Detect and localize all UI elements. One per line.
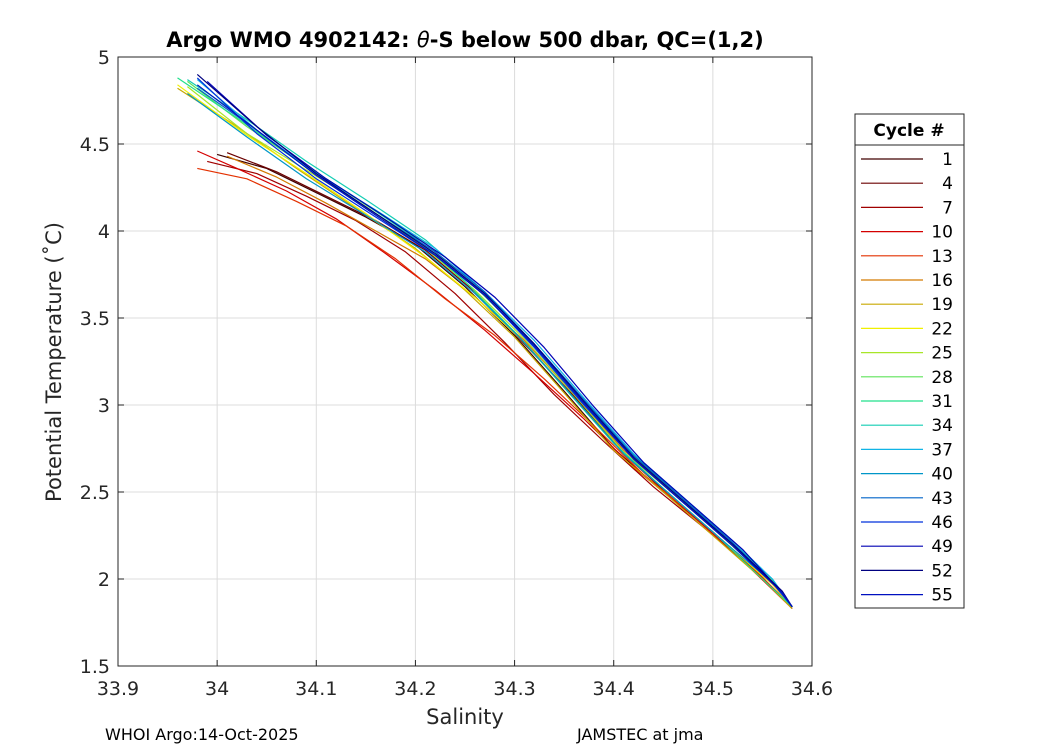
legend-box [854, 113, 965, 609]
footer-attribution: JAMSTEC at jma [577, 725, 704, 744]
x-tick-label: 34.1 [295, 678, 337, 700]
legend-label-cycle-46: 46 [931, 513, 953, 533]
axis-ticks: 33.9 34 34.1 34.2 34.3 34.4 34.5 34.6 1.5 2 2.5 3 3.… [80, 47, 833, 700]
y-tick-label: 5 [98, 47, 110, 69]
legend-label-cycle-22: 22 [931, 319, 953, 339]
legend-label-cycle-31: 31 [931, 392, 953, 412]
y-tick-label: 1.5 [80, 656, 110, 678]
legend-label-cycle-7: 7 [942, 198, 953, 218]
x-tick-label: 34 [205, 678, 229, 700]
data-series-group [177, 73, 793, 610]
y-tick-label: 4 [98, 221, 110, 243]
legend-label-cycle-10: 10 [931, 223, 953, 243]
y-tick-label: 3 [98, 395, 110, 417]
x-tick-label: 34.2 [394, 678, 436, 700]
grid-lines [118, 57, 812, 666]
series-line-cycle-40 [187, 93, 793, 608]
legend-title: Cycle # [873, 121, 944, 141]
legend-label-cycle-25: 25 [931, 344, 953, 364]
plot-frame [117, 56, 813, 667]
x-axis-label: Salinity [426, 705, 504, 729]
x-tick-label: 34.3 [493, 678, 535, 700]
chart-title-suffix: -S below 500 dbar, QC=(1,2) [430, 28, 764, 52]
series-line-cycle-19 [177, 87, 793, 610]
y-axis-label: Potential Temperature (˚C) [42, 222, 66, 502]
y-tick-label: 4.5 [80, 134, 110, 156]
chart-title-theta-symbol: θ [417, 28, 430, 52]
legend-entries: 1 4 7 10 13 16 19 22 25 28 31 34 37 40 43 46 49 52 55 [861, 150, 953, 606]
series-line-cycle-52 [196, 73, 793, 608]
x-tick-label: 34.4 [593, 678, 635, 700]
footer-source-date: WHOI Argo:14-Oct-2025 [105, 725, 299, 744]
x-tick-label: 34.5 [692, 678, 734, 700]
legend-label-cycle-4: 4 [942, 174, 953, 194]
legend-label-cycle-49: 49 [931, 537, 953, 557]
legend-label-cycle-16: 16 [931, 271, 953, 291]
legend-label-cycle-43: 43 [931, 489, 953, 509]
legend-label-cycle-13: 13 [931, 247, 953, 267]
legend: Cycle # 1 4 7 10 13 16 19 22 25 28 31 34 37 40 43 46 49 5… [854, 113, 965, 609]
legend-label-cycle-40: 40 [931, 465, 953, 485]
legend-label-cycle-55: 55 [931, 586, 953, 606]
series-line-cycle-49 [206, 80, 793, 608]
legend-label-cycle-34: 34 [931, 416, 953, 436]
plot-area [118, 57, 812, 666]
y-tick-label: 3.5 [80, 308, 110, 330]
y-tick-label: 2 [98, 569, 110, 591]
x-tick-label: 34.6 [791, 678, 833, 700]
legend-label-cycle-1: 1 [942, 150, 953, 170]
series-line-cycle-10 [197, 150, 793, 610]
chart-title-prefix: Argo WMO 4902142: [166, 28, 417, 52]
legend-label-cycle-28: 28 [931, 368, 953, 388]
series-line-cycle-55 [196, 84, 793, 608]
y-tick-label: 2.5 [80, 482, 110, 504]
x-tick-label: 33.9 [97, 678, 139, 700]
legend-label-cycle-19: 19 [931, 295, 953, 315]
legend-label-cycle-52: 52 [931, 561, 953, 581]
chart-title: Argo WMO 4902142: θ-S below 500 dbar, QC… [166, 28, 763, 52]
legend-label-cycle-37: 37 [931, 440, 953, 460]
